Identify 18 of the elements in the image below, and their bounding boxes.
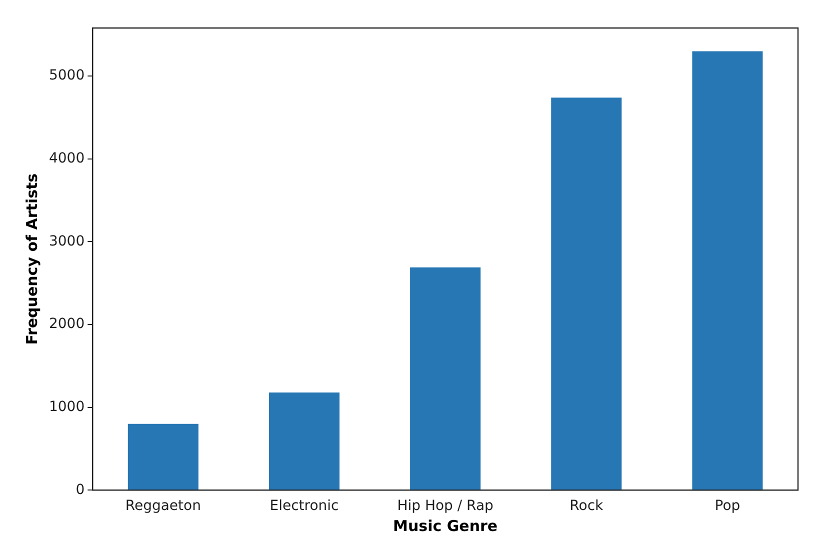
x-tick-label: Rock [570, 498, 604, 514]
bar [128, 424, 198, 490]
x-tick-label: Hip Hop / Rap [397, 498, 494, 514]
y-tick-label: 3000 [48, 233, 85, 250]
bar [692, 51, 763, 490]
y-tick-label: 1000 [48, 399, 85, 416]
y-axis-title: Frequency of Artists [22, 173, 41, 345]
y-tick-label: 4000 [48, 150, 85, 167]
x-axis-title: Music Genre [393, 516, 498, 535]
x-tick-label: Reggaeton [125, 498, 201, 514]
y-tick-label: 5000 [48, 68, 85, 84]
bar [551, 98, 622, 490]
x-tick-label: Pop [714, 498, 740, 514]
y-tick-label: 0 [76, 482, 85, 498]
bar [268, 392, 340, 490]
y-tick-label: 2000 [48, 316, 85, 332]
bar [410, 267, 481, 490]
x-tick-label: Electronic [270, 498, 339, 514]
